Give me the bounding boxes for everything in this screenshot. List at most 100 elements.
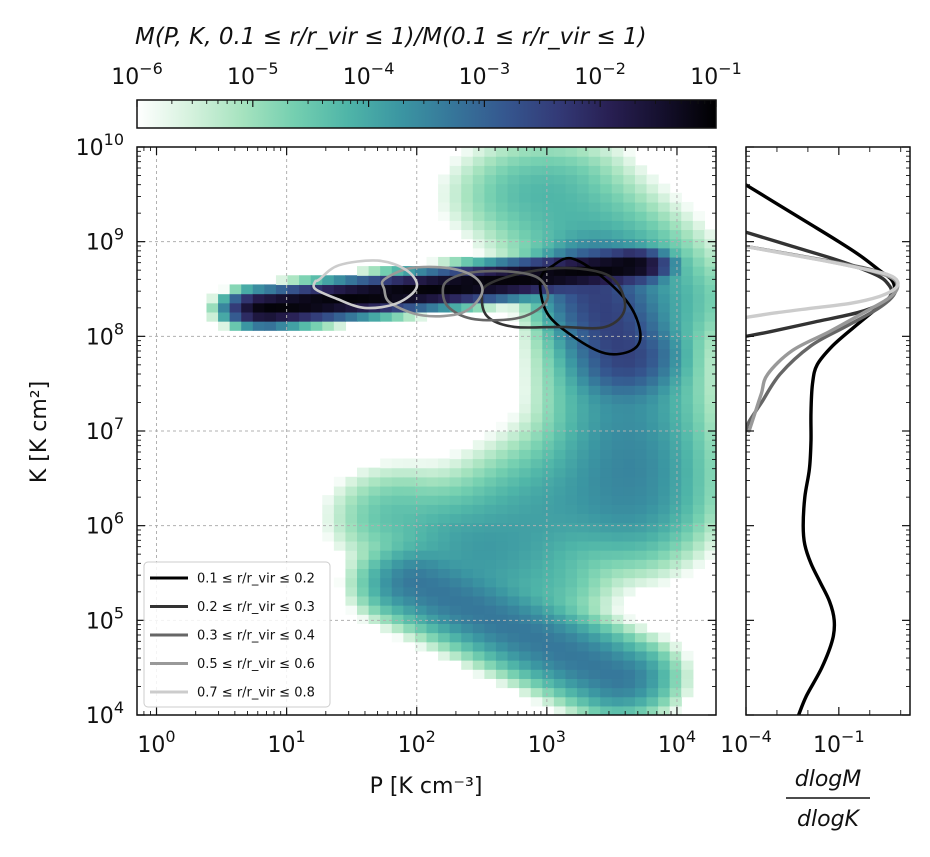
- heatmap-cell: [333, 485, 347, 496]
- heatmap-cell: [426, 458, 439, 469]
- heatmap-cell: [565, 293, 578, 304]
- heatmap: [206, 147, 716, 715]
- heatmap-cell: [600, 192, 613, 203]
- heatmap-cell: [357, 275, 370, 286]
- heatmap-cell: [484, 485, 497, 496]
- heatmap-cell: [495, 467, 509, 478]
- heatmap-cell: [495, 660, 509, 670]
- heatmap-cell: [519, 284, 532, 295]
- heatmap-cell: [681, 201, 694, 212]
- heatmap-cell: [391, 476, 404, 487]
- heatmap-cell: [611, 595, 624, 606]
- heatmap-cell: [403, 531, 416, 542]
- heatmap-cell: [634, 467, 648, 478]
- heatmap-cell: [634, 669, 648, 679]
- heatmap-cell: [495, 229, 509, 240]
- heatmap-cell: [530, 531, 543, 542]
- heatmap-cell: [577, 192, 590, 203]
- heatmap-cell: [530, 293, 543, 304]
- heatmap-cell: [658, 696, 671, 707]
- heatmap-cell: [345, 568, 358, 579]
- heatmap-cell: [658, 458, 671, 469]
- heatmap-cell: [611, 330, 624, 340]
- heatmap-cell: [542, 339, 555, 350]
- heatmap-cell: [461, 568, 474, 579]
- heatmap-cell: [530, 385, 543, 395]
- heatmap-cell: [704, 449, 716, 460]
- heatmap-cell: [368, 586, 381, 597]
- heatmap-cell: [669, 559, 682, 570]
- heatmap-cell: [611, 513, 624, 524]
- heatmap-cell: [426, 513, 439, 524]
- heatmap-cell: [704, 440, 716, 450]
- heatmap-cell: [484, 183, 497, 194]
- heatmap-cell: [530, 256, 543, 267]
- heatmap-cell: [588, 238, 601, 249]
- heatmap-cell: [426, 605, 439, 615]
- heatmap-cell: [380, 513, 393, 524]
- heatmap-cell: [426, 632, 439, 643]
- heatmap-cell: [588, 229, 601, 240]
- heatmap-cell: [669, 485, 682, 496]
- heatmap-cell: [495, 476, 509, 487]
- heatmap-cell: [553, 449, 567, 460]
- heatmap-cell: [646, 238, 659, 249]
- heatmap-cell: [484, 495, 497, 505]
- heatmap-cell: [391, 550, 404, 560]
- heatmap-cell: [322, 513, 335, 524]
- heatmap-cell: [692, 247, 706, 258]
- heatmap-cell: [542, 156, 555, 166]
- heatmap-cell: [634, 687, 648, 698]
- heatmap-cell: [553, 522, 567, 533]
- heatmap-cell: [484, 586, 497, 597]
- heatmap-cell: [438, 605, 451, 615]
- heatmap-cell: [322, 495, 335, 505]
- heatmap-cell: [495, 504, 509, 515]
- heatmap-cell: [461, 504, 474, 515]
- heatmap-cell: [507, 660, 520, 670]
- heatmap-cell: [461, 256, 474, 267]
- heatmap-cell: [588, 614, 601, 624]
- heatmap-cell: [588, 421, 601, 432]
- heatmap-cell: [472, 605, 485, 615]
- heatmap-cell: [357, 266, 370, 276]
- heatmap-cell: [553, 513, 567, 524]
- heatmap-cell: [345, 540, 358, 551]
- heatmap-cell: [646, 678, 659, 689]
- heatmap-cell: [472, 495, 485, 505]
- heatmap-cell: [495, 256, 509, 267]
- heatmap-cell: [449, 156, 462, 166]
- heatmap-cell: [623, 467, 636, 478]
- heatmap-cell: [484, 550, 497, 560]
- heatmap-cell: [414, 485, 428, 496]
- heatmap-cell: [333, 321, 347, 331]
- heatmap-cell: [530, 696, 543, 707]
- heatmap-cell: [495, 623, 509, 634]
- profile-5: [746, 244, 900, 320]
- heatmap-cell: [600, 238, 613, 249]
- heatmap-cell: [634, 504, 648, 515]
- heatmap-cell: [658, 311, 671, 322]
- side-x-tick-label: 10−1: [813, 727, 865, 758]
- heatmap-cell: [692, 321, 706, 331]
- heatmap-cell: [495, 147, 509, 157]
- heatmap-cell: [600, 660, 613, 670]
- heatmap-cell: [669, 467, 682, 478]
- heatmap-cell: [600, 467, 613, 478]
- profile-2: [746, 230, 894, 338]
- heatmap-cell: [368, 485, 381, 496]
- heatmap-cell: [461, 165, 474, 176]
- heatmap-cell: [507, 275, 520, 286]
- heatmap-cell: [438, 458, 451, 469]
- heatmap-cell: [310, 311, 323, 322]
- heatmap-cell: [380, 284, 393, 295]
- heatmap-cell: [577, 495, 590, 505]
- heatmap-cell: [530, 476, 543, 487]
- heatmap-cell: [658, 229, 671, 240]
- heatmap-cell: [403, 559, 416, 570]
- heatmap-cell: [634, 183, 648, 194]
- heatmap-cell: [507, 147, 520, 157]
- heatmap-cell: [391, 577, 404, 588]
- heatmap-cell: [681, 275, 694, 286]
- heatmap-cell: [380, 476, 393, 487]
